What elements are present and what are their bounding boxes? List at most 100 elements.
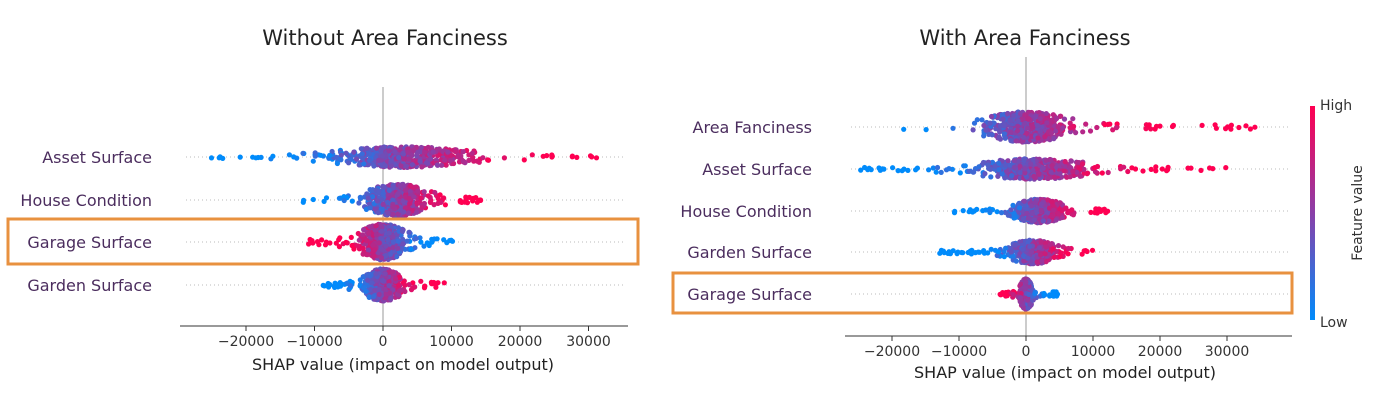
x-axis-label-right: SHAP value (impact on model output) xyxy=(914,363,1216,382)
shap-point xyxy=(501,155,507,161)
shap-point xyxy=(1010,291,1016,297)
shap-point xyxy=(341,197,347,204)
shap-point xyxy=(378,228,385,234)
shap-point xyxy=(405,149,411,155)
shap-point xyxy=(367,205,373,211)
shap-point xyxy=(413,235,419,241)
shap-point xyxy=(1008,249,1014,255)
shap-point xyxy=(1035,135,1041,141)
shap-point xyxy=(392,149,398,155)
shap-point xyxy=(375,249,381,256)
shap-point xyxy=(368,272,374,279)
shap-point xyxy=(988,174,994,180)
shap-point xyxy=(411,147,417,153)
shap-point xyxy=(404,238,410,244)
shap-point xyxy=(1050,246,1056,252)
shap-point xyxy=(1033,207,1039,213)
shap-point xyxy=(1050,112,1056,118)
shap-point xyxy=(359,151,365,157)
shap-point xyxy=(1030,167,1036,173)
shap-point xyxy=(380,190,386,196)
shap-point xyxy=(1025,215,1031,221)
shap-point xyxy=(333,240,339,246)
shap-point xyxy=(1094,124,1100,131)
shap-point xyxy=(480,155,486,161)
shap-point xyxy=(1062,159,1068,165)
shap-point xyxy=(447,157,454,163)
shap-point xyxy=(327,152,333,158)
shap-point xyxy=(460,158,466,164)
shap-point xyxy=(378,254,384,261)
shap-point xyxy=(1007,118,1013,124)
shap-point xyxy=(368,280,374,286)
shap-point xyxy=(1053,128,1059,134)
shap-point xyxy=(397,183,403,189)
shap-point xyxy=(368,286,374,292)
feature-label: Asset Surface xyxy=(42,148,152,167)
shap-point xyxy=(1021,198,1027,204)
shap-point xyxy=(1005,158,1011,164)
shap-point xyxy=(349,198,355,204)
shap-point xyxy=(400,236,406,242)
shap-point xyxy=(360,155,366,161)
shap-point xyxy=(395,190,401,197)
shap-point xyxy=(1077,173,1083,179)
shap-point xyxy=(988,246,994,252)
shap-point xyxy=(1010,202,1016,208)
shap-point xyxy=(360,251,366,257)
shap-point xyxy=(411,194,417,200)
shap-point xyxy=(402,187,409,193)
shap-point xyxy=(400,241,406,247)
shap-point xyxy=(1105,169,1111,176)
x-tick-label: 20000 xyxy=(498,334,543,350)
shap-point xyxy=(380,201,386,207)
shap-point xyxy=(422,283,428,289)
shap-point xyxy=(418,144,424,151)
shap-point xyxy=(997,129,1003,135)
shap-point xyxy=(876,165,882,171)
shap-point xyxy=(334,160,340,167)
shap-point xyxy=(422,149,428,155)
shap-point xyxy=(1018,298,1024,304)
shap-point xyxy=(1003,245,1009,251)
shap-point xyxy=(414,209,420,215)
shap-point xyxy=(1243,123,1249,129)
shap-point xyxy=(343,150,349,156)
x-tick-label: 10000 xyxy=(1071,344,1116,360)
shap-point xyxy=(361,161,367,167)
shap-point xyxy=(989,132,995,138)
shap-point xyxy=(390,211,396,217)
shap-point xyxy=(364,238,370,244)
shap-point xyxy=(418,195,424,201)
shap-point xyxy=(379,224,385,230)
shap-point xyxy=(1050,213,1056,219)
x-tick-label: 20000 xyxy=(1138,344,1183,360)
shap-point xyxy=(385,199,391,206)
shap-point xyxy=(417,235,423,241)
shap-point xyxy=(417,158,423,164)
shap-point xyxy=(1049,163,1055,169)
shap-point xyxy=(593,155,600,161)
shap-point xyxy=(409,162,415,168)
shap-point xyxy=(363,288,369,294)
shap-point xyxy=(1020,246,1026,252)
shap-point xyxy=(320,282,326,288)
shap-point xyxy=(1017,170,1024,176)
shap-point xyxy=(945,250,951,256)
shap-point xyxy=(1005,111,1011,117)
shap-point xyxy=(412,245,418,251)
shap-point xyxy=(399,228,406,234)
shap-point xyxy=(996,134,1002,140)
shap-point xyxy=(1152,126,1158,132)
shap-point xyxy=(474,158,480,164)
shap-point xyxy=(375,210,381,216)
shap-point xyxy=(1029,210,1035,217)
shap-point xyxy=(395,211,401,217)
shap-point xyxy=(970,209,976,215)
shap-point xyxy=(407,200,413,206)
shap-point xyxy=(390,184,396,191)
shap-point xyxy=(430,149,436,155)
shap-point xyxy=(1043,244,1049,250)
shap-point xyxy=(208,155,215,161)
shap-point xyxy=(372,287,378,293)
